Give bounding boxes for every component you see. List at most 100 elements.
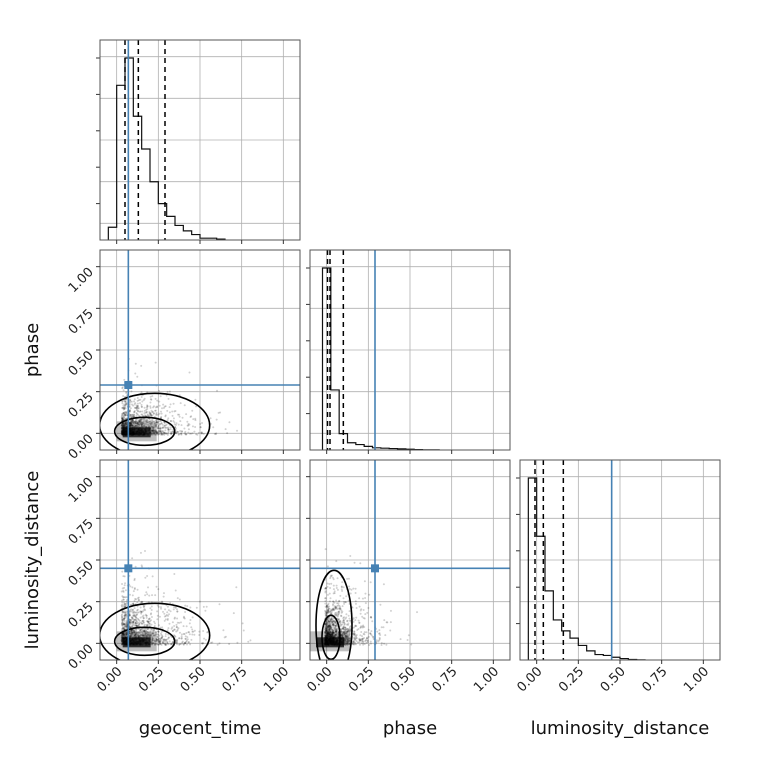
sample-point: [148, 635, 151, 638]
sample-point: [324, 605, 327, 608]
sample-point: [325, 613, 328, 616]
sample-point: [133, 599, 136, 602]
sample-point: [131, 625, 134, 628]
sample-point: [120, 431, 123, 434]
sample-point: [184, 430, 187, 433]
sample-point: [177, 637, 180, 640]
sample-point: [345, 616, 348, 619]
sample-point: [337, 613, 340, 616]
x-axis-label-geocent-time: geocent_time: [139, 718, 262, 739]
sample-point: [371, 635, 374, 638]
sample-point: [336, 577, 339, 580]
sample-point: [335, 628, 338, 631]
sample-point: [331, 631, 334, 634]
sample-point: [159, 637, 162, 640]
sample-point: [334, 606, 337, 609]
sample-point: [123, 423, 126, 426]
sample-point: [142, 633, 145, 636]
sample-point: [134, 425, 137, 428]
sample-point: [145, 635, 148, 638]
sample-point: [134, 421, 137, 424]
sample-point: [329, 620, 332, 623]
sample-point: [162, 426, 165, 429]
sample-point: [130, 616, 133, 619]
sample-point: [121, 417, 124, 420]
sample-point: [149, 424, 152, 427]
sample-point: [335, 611, 338, 614]
sample-point: [122, 623, 125, 626]
sample-point: [326, 625, 329, 628]
sample-point: [174, 635, 177, 638]
sample-point: [130, 610, 133, 613]
sample-point: [131, 586, 134, 589]
sample-point: [136, 396, 139, 399]
sample-point: [123, 635, 126, 638]
sample-point: [122, 618, 125, 621]
sample-point: [326, 612, 329, 615]
sample-point: [135, 415, 138, 418]
sample-point: [382, 583, 385, 586]
sample-point: [168, 640, 171, 643]
sample-point: [161, 429, 164, 432]
sample-point: [324, 624, 327, 627]
sample-point: [324, 548, 327, 551]
sample-point: [327, 633, 330, 636]
sample-point: [170, 627, 173, 630]
sample-point: [157, 424, 160, 427]
sample-point: [171, 626, 174, 629]
sample-point: [359, 639, 362, 642]
sample-point: [359, 639, 362, 642]
sample-point: [334, 621, 337, 624]
sample-point: [325, 630, 328, 633]
sample-point: [327, 632, 330, 635]
sample-point: [172, 629, 175, 632]
sample-point: [171, 621, 174, 624]
sample-point: [182, 615, 185, 618]
sample-point: [201, 432, 204, 435]
sample-point: [325, 629, 328, 632]
sample-point: [327, 631, 330, 634]
sample-point: [183, 404, 186, 407]
sample-point: [139, 422, 142, 425]
sample-point: [169, 428, 172, 431]
sample-point: [333, 624, 336, 627]
sample-point: [360, 608, 363, 611]
sample-point: [121, 426, 124, 429]
sample-point: [123, 413, 126, 416]
sample-point: [324, 632, 327, 635]
sample-point: [120, 427, 123, 430]
sample-point: [124, 616, 127, 619]
sample-point: [326, 632, 329, 635]
sample-point: [144, 632, 147, 635]
sample-point: [144, 419, 147, 422]
sample-point: [325, 633, 328, 636]
sample-point: [166, 638, 169, 641]
sample-point: [142, 422, 145, 425]
injection-marker: [124, 381, 133, 389]
sample-point: [353, 641, 356, 644]
sample-point: [137, 406, 140, 409]
sample-point: [122, 618, 125, 621]
sample-point: [182, 643, 185, 646]
sample-point: [125, 421, 128, 424]
sample-point: [138, 635, 141, 638]
sample-point: [154, 433, 157, 436]
sample-point: [124, 626, 127, 629]
sample-point: [329, 634, 332, 637]
sample-point: [341, 634, 344, 637]
sample-point: [369, 642, 372, 645]
sample-point: [368, 643, 371, 646]
sample-point: [346, 627, 349, 630]
sample-point: [332, 624, 335, 627]
sample-point: [125, 596, 128, 599]
sample-point: [329, 597, 332, 600]
sample-point: [326, 630, 329, 633]
sample-point: [328, 630, 331, 633]
sample-point: [331, 633, 334, 636]
sample-point: [158, 427, 161, 430]
sample-point: [335, 630, 338, 633]
sample-point: [140, 364, 143, 367]
sample-point: [358, 605, 361, 608]
sample-point: [156, 422, 159, 425]
sample-point: [179, 430, 182, 433]
